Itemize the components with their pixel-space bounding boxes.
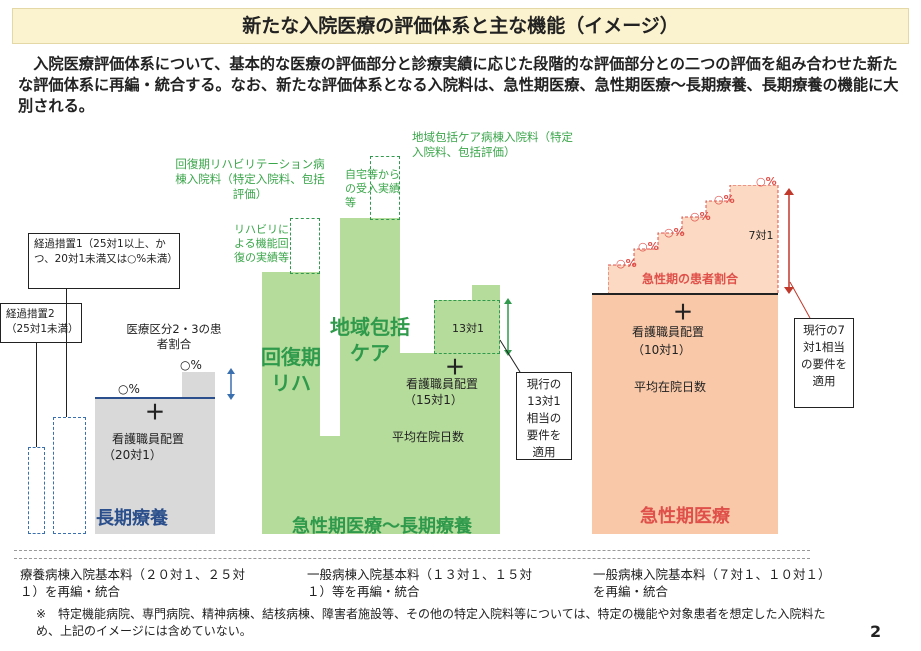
longterm-patient-ratio: 医療区分2・3の患者割合 — [126, 322, 222, 351]
acute-pct-1: ○% — [616, 257, 637, 270]
acute-nurse-ratio: （10対1） — [632, 343, 691, 357]
acute-label: 急性期医療 — [640, 506, 730, 527]
community-bar — [340, 218, 400, 437]
longterm-main-bar — [95, 398, 215, 534]
longterm-nurse: 看護職員配置 — [112, 432, 185, 446]
acute-plus: ＋ — [673, 300, 693, 324]
general15-bar — [400, 353, 500, 437]
acute-pct-4: ○% — [690, 210, 711, 223]
longterm-pct-high: ○% — [180, 358, 202, 372]
general13-bar — [434, 300, 500, 354]
rehab-block-label: 回復期リハ — [261, 345, 321, 395]
current7-box: 現行の7対1相当の要件を適用 — [794, 318, 854, 408]
mid-label: 急性期医療～長期療養 — [292, 516, 472, 537]
mid-plus: ＋ — [445, 355, 465, 379]
rehab-bar — [262, 272, 320, 437]
acute-pct-6: ○% — [756, 175, 777, 188]
bottom-divider-2 — [14, 558, 810, 559]
footnote: ※ 特定機能病院、専門病院、精神病棟、結核病棟、障害者施設等、その他の特定入院料… — [36, 607, 826, 638]
page-number: 2 — [870, 622, 882, 641]
page-title: 新たな入院医療の評価体系と主な機能（イメージ） — [12, 8, 909, 44]
longterm-top-bar — [182, 372, 215, 400]
home-acceptance-label: 自宅等からの受入実績等 — [345, 168, 400, 209]
community-block-label: 地域包括ケア — [330, 315, 410, 365]
mid-bottom-band — [262, 436, 500, 534]
transition2-connector — [36, 343, 37, 447]
community-ward-label: 地域包括ケア病棟入院料（特定入院料、包括評価） — [412, 130, 573, 159]
rehab-dashed-top — [290, 218, 320, 274]
bottom-col3: 一般病棟入院基本料（７対１、１０対１）を再編・統合 — [593, 567, 825, 599]
acute-patient-ratio: 急性期の患者割合 — [642, 272, 739, 286]
acute-pct-5: ○% — [714, 193, 735, 206]
acute-stairs — [607, 184, 780, 299]
community-dashed-top — [370, 156, 400, 220]
transition1-connector — [66, 289, 67, 417]
intro-text: 入院医療評価体系について、基本的な医療の評価部分と診療実績に応じた段階的な評価部… — [18, 55, 899, 115]
acute-range-arrow — [782, 188, 796, 298]
transition1-bar — [53, 417, 86, 534]
mid-nurse-ratio: （15対1） — [404, 393, 463, 407]
acute-pct-3: ○% — [664, 226, 685, 239]
ratio13-range-arrow — [503, 298, 513, 360]
mid-nurse: 看護職員配置 — [406, 377, 479, 391]
transition1-box: 経過措置1（25対1以上、かつ、20対1未満又は○%未満） — [28, 233, 180, 289]
transition2-bar — [28, 447, 45, 534]
acute-nurse: 看護職員配置 — [632, 325, 705, 339]
general13-top-step — [472, 285, 500, 301]
ratio13-dashed-box — [434, 300, 500, 354]
longterm-pct-low: ○% — [118, 382, 140, 396]
longterm-plus: ＋ — [145, 400, 165, 424]
bottom-col2: 一般病棟入院基本料（１３対１、１５対１）等を再編・統合 — [307, 567, 533, 599]
acute-pct-2: ○% — [638, 240, 659, 253]
longterm-nurse-ratio: （20対1） — [103, 448, 162, 462]
ratio7-label: 7対1 — [748, 229, 774, 242]
longterm-threshold-line — [95, 397, 215, 399]
rehab-ward-label: 回復期リハビリテーション病棟入院料（特定入院料、包括評価） — [175, 157, 325, 201]
longterm-label: 長期療養 — [96, 508, 168, 529]
ratio13-label: 13対1 — [452, 322, 484, 335]
transition2-box: 経過措置2（25対1未満） — [0, 303, 82, 343]
acute-avg-days: 平均在院日数 — [634, 380, 707, 394]
current13-box: 現行の13対1相当の要件を適用 — [516, 372, 572, 460]
mid-avg-days: 平均在院日数 — [392, 430, 465, 444]
longterm-range-arrow — [226, 368, 236, 404]
bottom-divider — [14, 550, 810, 551]
rehab-recovery-label: リハビリによる機能回復の実績等 — [234, 223, 289, 264]
acute-main-bar — [592, 294, 778, 534]
acute-threshold-line — [592, 293, 778, 295]
bottom-col1: 療養病棟入院基本料（２０対１、２５対１）を再編・統合 — [20, 567, 246, 599]
